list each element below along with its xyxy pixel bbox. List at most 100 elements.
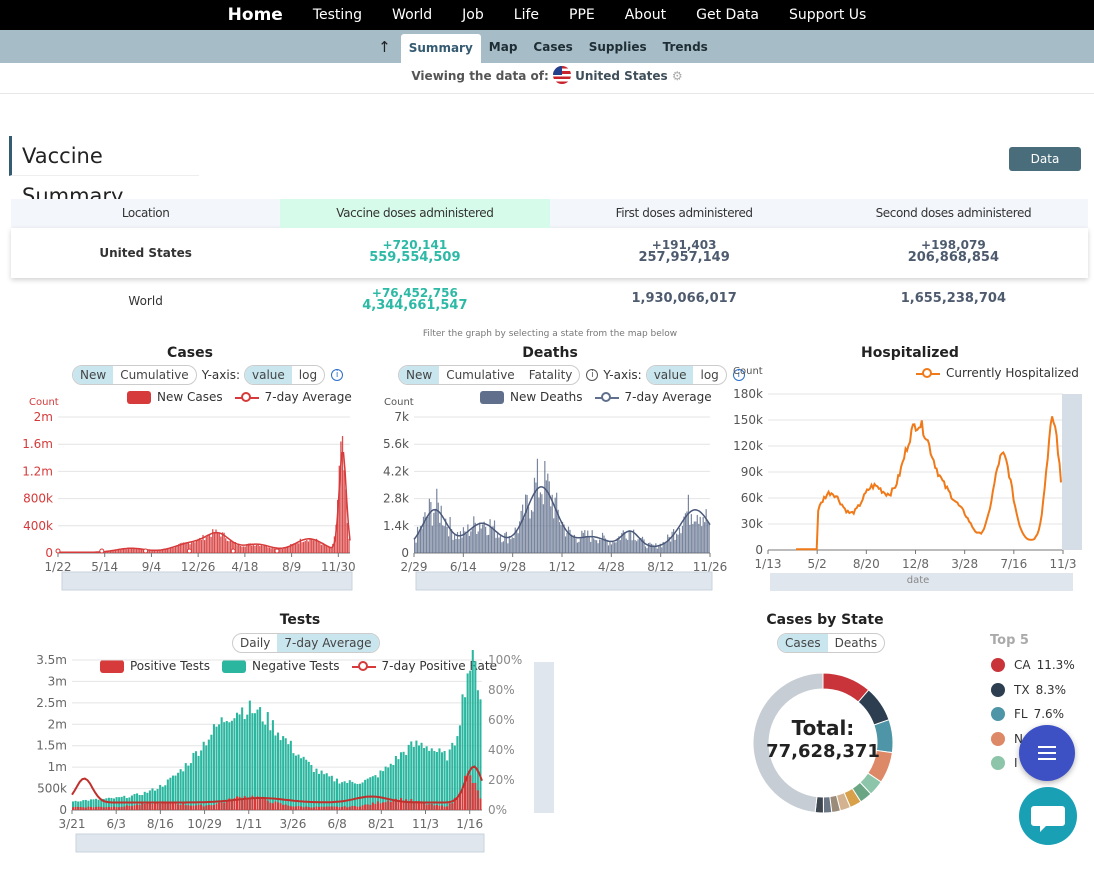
bar [241, 799, 244, 810]
nav-support-us[interactable]: Support Us [788, 7, 867, 23]
positive-swatch[interactable] [100, 659, 124, 673]
by-state-donut[interactable]: Total:77,628,371 [740, 658, 910, 828]
state-pct: 7.6% [1033, 707, 1065, 722]
list-item[interactable]: I [990, 751, 1075, 776]
list-item[interactable]: TX 8.3% [990, 678, 1075, 703]
deaths-value-toggle[interactable]: value [646, 366, 694, 384]
bar [653, 545, 655, 553]
bar [458, 539, 460, 553]
bar [223, 722, 226, 810]
tab-summary[interactable]: Summary [400, 33, 481, 64]
x-tick-label: 8/16 [147, 817, 174, 831]
tab-supplies[interactable]: Supplies [588, 39, 647, 54]
hospitalized-chart[interactable]: 180k 150k 120k 90k 60k 30k 01/13 5/2 8/20 12/8 3/2… [730, 362, 1090, 597]
tab-cases[interactable]: Cases [533, 39, 573, 54]
legend-rate[interactable]: 7-day Positive Rate [381, 659, 497, 673]
nav-about[interactable]: About [624, 7, 667, 23]
bar [105, 798, 108, 810]
list-item[interactable]: FL 7.6% [990, 702, 1075, 727]
nav-ppe[interactable]: PPE [569, 7, 595, 23]
x-tick-label: 9/28 [499, 560, 526, 574]
header-first-doses[interactable]: First doses administered [615, 206, 753, 220]
legend-positive[interactable]: Positive Tests [130, 659, 210, 673]
legend-hospitalized[interactable]: Currently Hospitalized [946, 366, 1079, 380]
bar [195, 540, 198, 553]
bar [600, 540, 602, 553]
nav-life[interactable]: Life [513, 7, 539, 23]
new-cases-swatch[interactable] [127, 390, 151, 404]
arrow-up-icon[interactable]: ↑ [378, 37, 391, 56]
legend-average[interactable]: 7-day Average [264, 390, 352, 404]
bar [412, 801, 415, 810]
legend-new-deaths[interactable]: New Deaths [510, 390, 583, 404]
bar [671, 531, 673, 553]
cases-value-toggle[interactable]: value [245, 366, 292, 384]
bar [510, 539, 512, 553]
bar [325, 806, 328, 810]
bar [242, 546, 245, 553]
data-source-button[interactable]: Data source [1009, 147, 1081, 190]
list-item[interactable]: N [990, 727, 1075, 752]
bar [356, 806, 359, 810]
bar [705, 509, 707, 553]
info-icon[interactable]: i [586, 369, 599, 381]
header-second-doses[interactable]: Second doses administered [875, 206, 1032, 220]
deaths-cumulative-toggle[interactable]: Cumulative [446, 368, 515, 382]
tab-trends[interactable]: Trends [662, 39, 708, 54]
table-row[interactable]: World +76,452,756 4,344,661,547 1,930,06… [11, 278, 1088, 318]
bar [194, 542, 196, 553]
bar [322, 542, 324, 553]
legend-negative[interactable]: Negative Tests [251, 659, 340, 673]
tests-daily-toggle[interactable]: Daily [240, 636, 271, 650]
cases-new-toggle[interactable]: New [73, 366, 114, 384]
cases-cumulative-toggle[interactable]: Cumulative [120, 368, 189, 382]
bar [266, 712, 269, 810]
viewing-country[interactable]: United States [575, 69, 668, 83]
bar [169, 777, 172, 810]
bar [302, 756, 305, 810]
y-tick-label: 3.5m [36, 653, 67, 667]
negative-swatch[interactable] [221, 659, 246, 673]
cases-log-toggle[interactable]: log [298, 368, 318, 382]
menu-button[interactable] [1019, 725, 1075, 781]
deaths-chart[interactable]: 7k 5.6k 4.2k 2.8k 1.4k 02/29 6/14 9/28 1/12 4/28 8… [370, 395, 730, 600]
legend-new-cases[interactable]: New Cases [157, 390, 223, 404]
tab-map[interactable]: Map [488, 39, 518, 54]
deaths-log-toggle[interactable]: log [700, 368, 719, 382]
cases-chart[interactable]: 2m 1.6m 1.2m 800k 400k 01/22 5/14 9/4 12/26 4/18 8… [0, 395, 360, 600]
by-state-cases-toggle[interactable]: Cases [778, 634, 828, 652]
bar [95, 806, 98, 810]
bar [236, 545, 238, 553]
rate-line-icon[interactable] [351, 660, 376, 672]
list-item[interactable]: CA 11.3% [990, 653, 1075, 678]
nav-job[interactable]: Job [462, 7, 484, 23]
tests-average-toggle[interactable]: 7-day Average [277, 634, 379, 652]
bar [177, 772, 180, 810]
legend-average[interactable]: 7-day Average [624, 390, 712, 404]
hospitalized-line-icon[interactable] [916, 367, 940, 379]
new-deaths-swatch[interactable] [480, 390, 504, 404]
tests-chart[interactable]: 3.5m 3m 2.5m 2m 1.5m 1m 500k 03/21 6/3 8/16 10/29 1… [0, 650, 570, 860]
nav-home[interactable]: Home [227, 5, 283, 25]
info-icon[interactable]: i [732, 369, 745, 381]
info-icon[interactable]: i [331, 369, 344, 381]
bar [563, 524, 565, 553]
chat-button[interactable] [1019, 787, 1077, 845]
bar [288, 546, 290, 553]
average-line-icon[interactable] [234, 391, 259, 403]
average-line-icon[interactable] [594, 391, 619, 403]
by-state-deaths-toggle[interactable]: Deaths [834, 636, 878, 650]
table-row[interactable]: United States +720,141 559,554,509 +191,… [11, 228, 1088, 278]
y-tick-label: 3m [48, 674, 67, 688]
gear-icon[interactable]: ⚙ [671, 69, 683, 83]
nav-world[interactable]: World [392, 7, 433, 23]
deaths-fatality-toggle[interactable]: Fatality [528, 368, 573, 382]
total-label: Total: [792, 716, 855, 740]
deaths-new-toggle[interactable]: New [399, 366, 440, 384]
header-doses[interactable]: Vaccine doses administered [280, 199, 550, 228]
x-tick-label: 4/18 [231, 560, 258, 574]
us-flag-icon[interactable] [552, 66, 571, 84]
bar [125, 805, 128, 810]
nav-testing[interactable]: Testing [312, 7, 363, 23]
nav-get-data[interactable]: Get Data [696, 7, 759, 23]
